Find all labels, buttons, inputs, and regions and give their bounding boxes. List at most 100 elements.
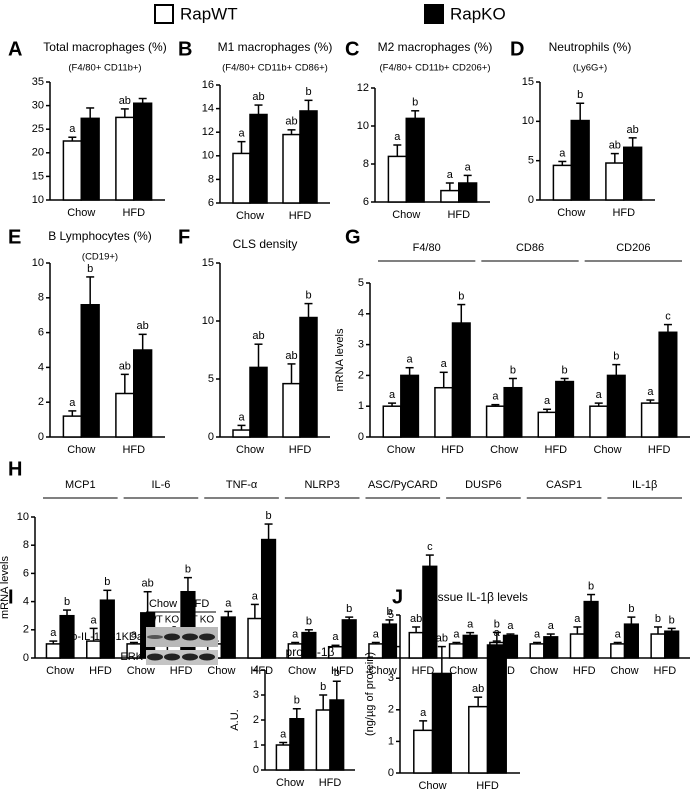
- significance-letter: b: [494, 618, 500, 630]
- bar: [249, 113, 268, 204]
- y-tick-label: 2: [388, 704, 394, 716]
- blot-band: [182, 653, 198, 661]
- y-tick-label: 0: [23, 652, 29, 664]
- bar: [289, 718, 305, 771]
- x-tick-label: HFD: [289, 444, 312, 456]
- y-tick-label: 0: [38, 431, 44, 443]
- group-label: ASC/PyCARD: [368, 479, 438, 491]
- significance-letter: a: [420, 707, 427, 719]
- bar: [555, 380, 575, 438]
- bar: [583, 600, 599, 659]
- bar: [133, 349, 153, 438]
- panel-letter: E: [8, 226, 21, 248]
- bar: [115, 392, 135, 438]
- x-tick-label: HFD: [331, 665, 354, 677]
- blot-band: [164, 633, 180, 641]
- significance-letter: a: [407, 354, 414, 366]
- significance-letter: ab: [119, 360, 131, 372]
- group-label: CD86: [516, 242, 544, 254]
- x-tick-label: HFD: [545, 444, 568, 456]
- significance-letter: a: [507, 620, 514, 632]
- significance-letter: a: [447, 169, 454, 181]
- significance-letter: a: [548, 620, 555, 632]
- bar: [589, 405, 609, 438]
- y-tick-label: 10: [522, 115, 534, 127]
- significance-letter: a: [534, 628, 541, 640]
- significance-letter: a: [91, 614, 98, 626]
- x-tick-label: HFD: [289, 210, 312, 222]
- x-tick-label: HFD: [319, 777, 342, 789]
- x-tick-label: Chow: [236, 444, 264, 456]
- bar: [249, 366, 268, 438]
- chart-title: M2 macrophages (%): [378, 40, 493, 54]
- y-tick-label: 4: [38, 361, 44, 373]
- y-axis-label: mRNA levels: [334, 328, 346, 391]
- x-tick-label: Chow: [67, 207, 95, 219]
- legend-label: RapWT: [180, 4, 238, 23]
- blot-lane-label: WT: [147, 615, 163, 626]
- blot-group-label: HFD: [187, 598, 210, 610]
- significance-letter: b: [588, 580, 594, 592]
- group-label: MCP1: [65, 479, 96, 491]
- bar: [232, 429, 251, 438]
- bar: [468, 705, 489, 774]
- bar: [623, 623, 639, 659]
- bar: [569, 633, 585, 659]
- significance-letter: a: [453, 628, 460, 640]
- bar: [80, 117, 100, 201]
- significance-letter: a: [441, 358, 448, 370]
- bar: [232, 152, 251, 204]
- y-axis-label: (ng/µg of protein): [364, 652, 376, 736]
- bar: [315, 709, 331, 771]
- group-label: IL-6: [151, 479, 170, 491]
- legend-label: RapKO: [450, 4, 506, 23]
- y-tick-label: 6: [23, 567, 29, 579]
- bar: [623, 146, 643, 201]
- y-tick-label: 8: [363, 158, 369, 170]
- bar: [45, 643, 61, 659]
- bar: [62, 415, 83, 438]
- x-tick-label: HFD: [250, 665, 273, 677]
- significance-letter: a: [647, 386, 654, 398]
- significance-letter: ab: [252, 330, 264, 342]
- significance-letter: b: [386, 606, 392, 618]
- significance-letter: a: [280, 728, 287, 740]
- x-tick-label: HFD: [170, 665, 193, 677]
- panel-letter: C: [345, 38, 359, 60]
- bar: [552, 164, 573, 201]
- group-label: NLRP3: [304, 479, 339, 491]
- y-tick-label: 15: [32, 170, 44, 182]
- blot-panel: [146, 650, 218, 665]
- y-tick-label: 4: [358, 308, 364, 320]
- significance-letter: c: [665, 310, 671, 322]
- significance-letter: b: [510, 364, 516, 376]
- y-tick-label: 16: [202, 79, 214, 91]
- x-tick-label: Chow: [490, 444, 518, 456]
- x-tick-label: Chow: [449, 665, 477, 677]
- bar: [650, 633, 666, 659]
- significance-letter: ab: [285, 350, 297, 362]
- blot-row-label: ERK: [120, 651, 143, 663]
- chart-title: Total macrophages (%): [43, 40, 166, 54]
- bar: [640, 402, 660, 438]
- y-tick-label: 0: [208, 431, 214, 443]
- x-tick-label: Chow: [127, 665, 155, 677]
- chart-subtitle: (CD19+): [82, 252, 118, 263]
- x-tick-label: Chow: [67, 444, 95, 456]
- bar: [448, 643, 465, 659]
- significance-letter: c: [427, 541, 433, 553]
- significance-letter: ab: [137, 320, 149, 332]
- bar: [570, 119, 590, 201]
- group-label: DUSP6: [465, 479, 502, 491]
- legend-swatch: [154, 4, 174, 24]
- significance-letter: a: [559, 147, 566, 159]
- significance-letter: b: [104, 576, 110, 588]
- significance-letter: a: [69, 123, 76, 135]
- blot-lane-label: KO: [165, 615, 180, 626]
- y-tick-label: 6: [363, 196, 369, 208]
- panel-letter: J: [392, 586, 403, 608]
- x-tick-label: Chow: [369, 665, 397, 677]
- x-tick-label: Chow: [418, 780, 446, 792]
- y-axis-label: mRNA levels: [0, 556, 11, 619]
